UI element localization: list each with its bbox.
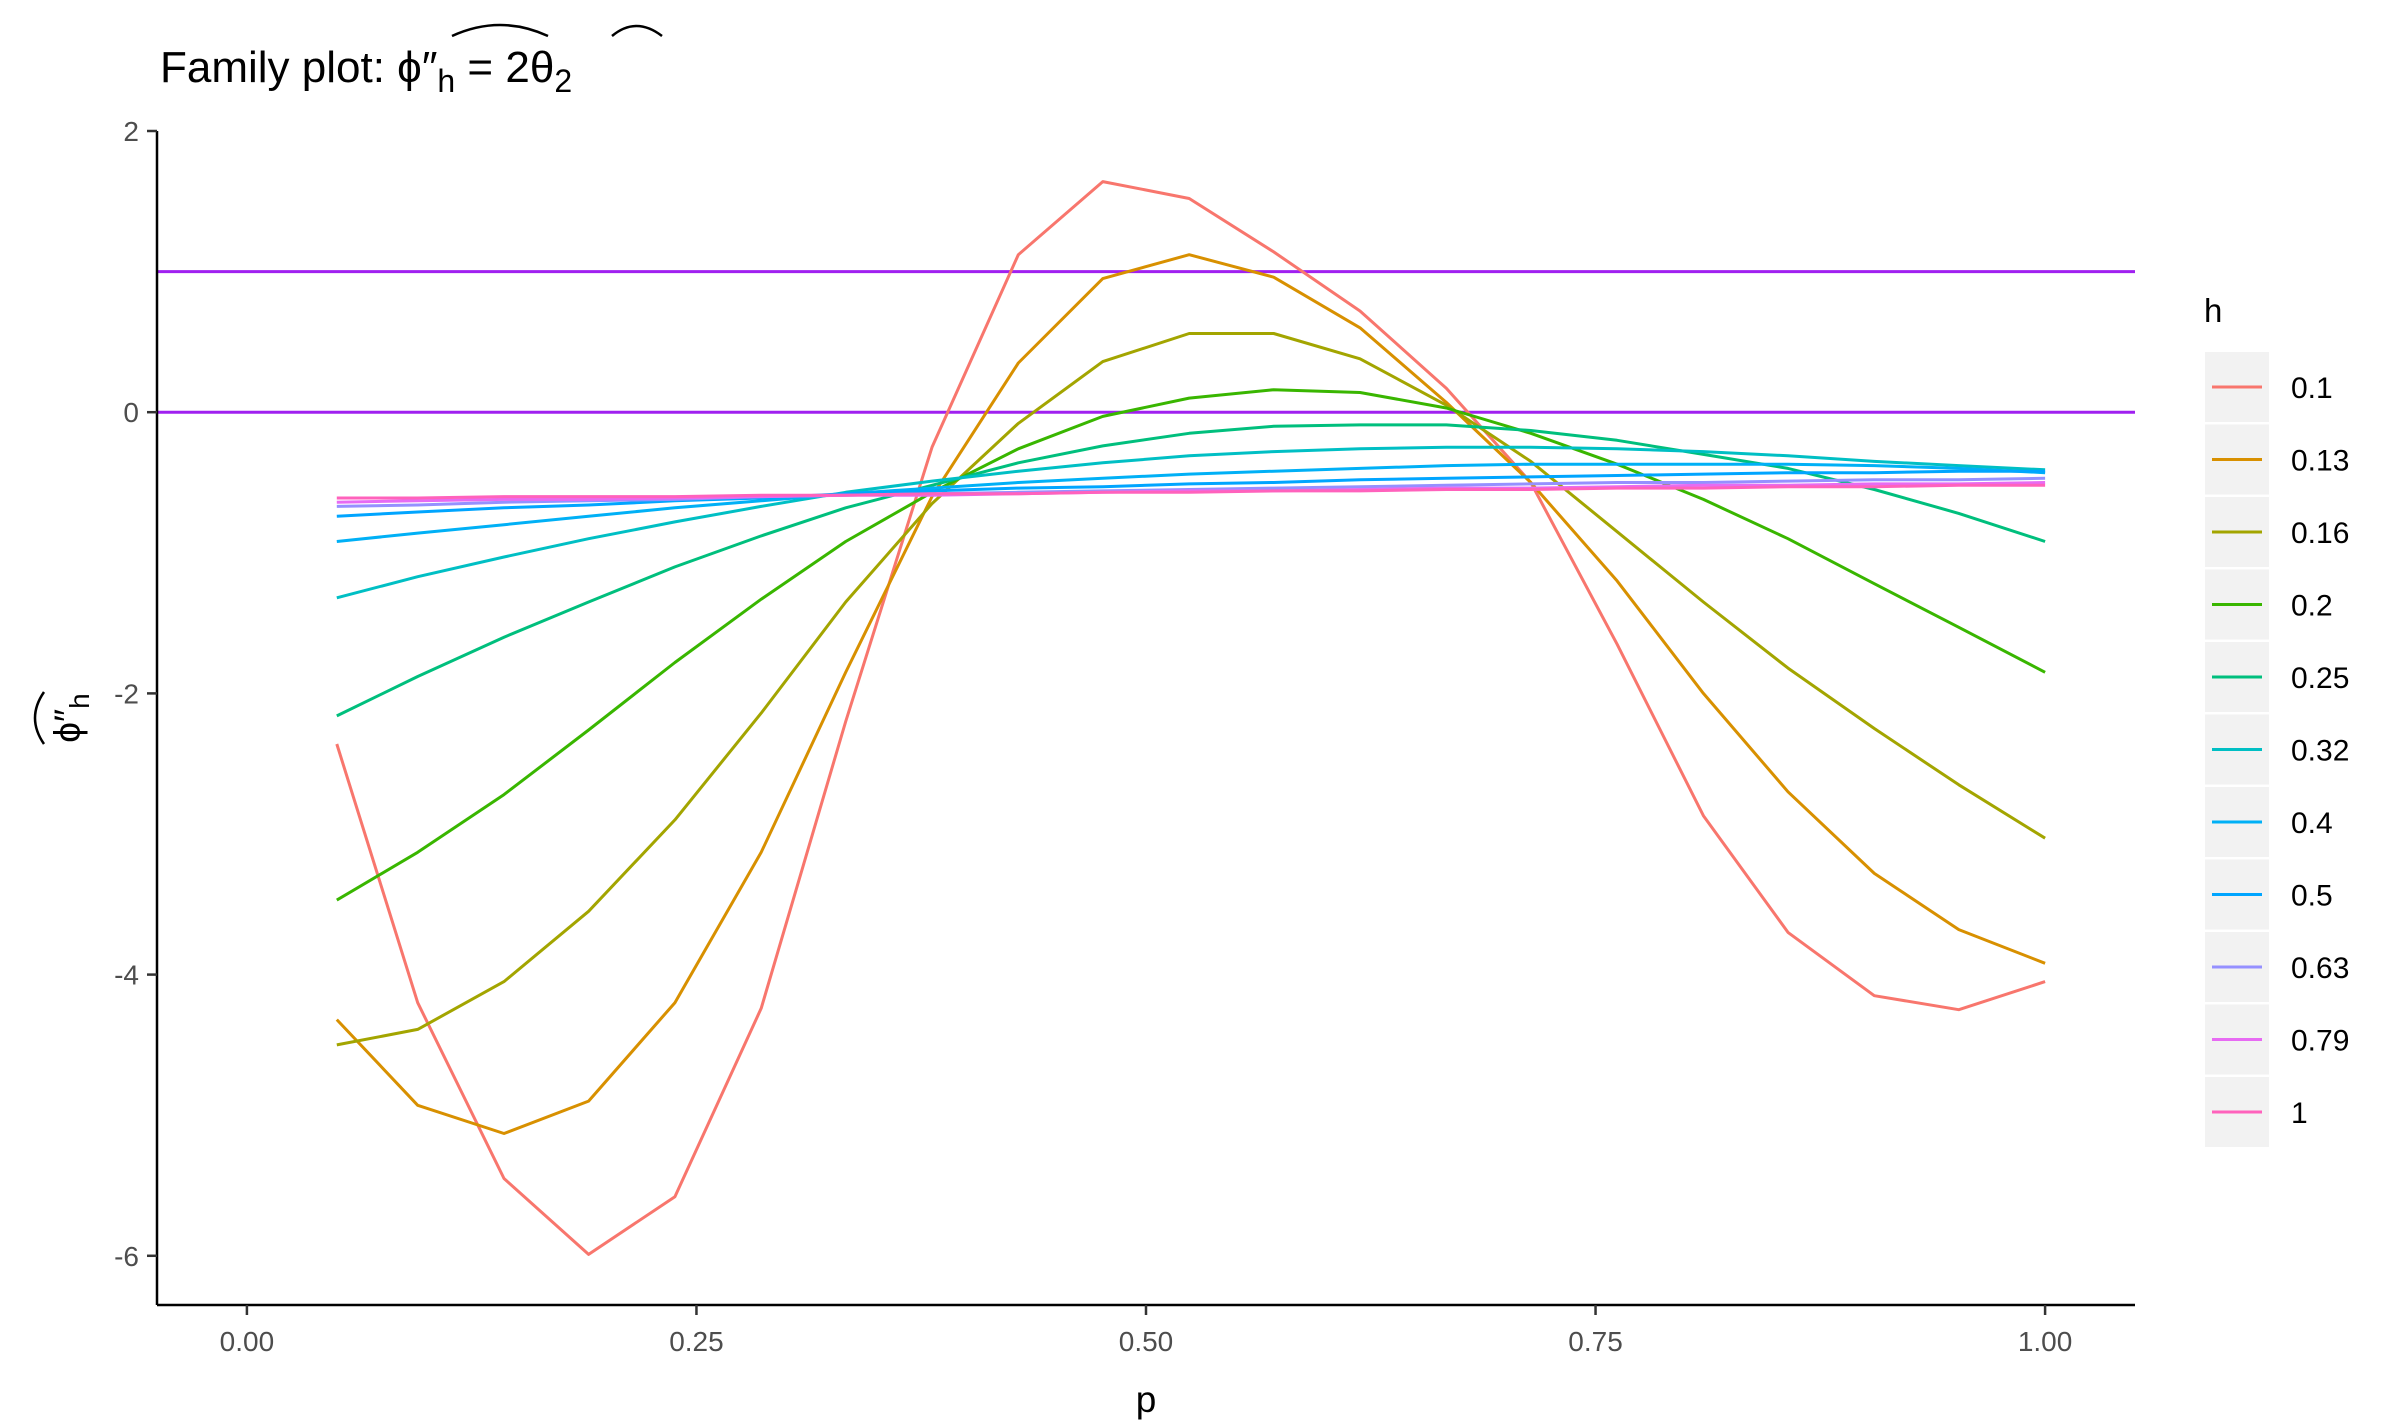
title-prefix: Family plot:	[160, 43, 397, 92]
legend-item-0.13: 0.13	[2205, 424, 2349, 495]
ylabel-hat	[33, 691, 46, 745]
legend-item-0.5: 0.5	[2205, 859, 2333, 930]
title-hat-theta	[611, 24, 663, 37]
legend-item-0.79: 0.79	[2205, 1004, 2349, 1075]
plot-panel: 2 0 -2 -4 -6 0.00 0.25 0.50 0.75 1.00	[114, 116, 2135, 1357]
series-line-0.25	[336, 423, 2046, 718]
legend-item-0.32: 0.32	[2205, 714, 2349, 785]
x-axis-ticks: 0.00 0.25 0.50 0.75 1.00	[220, 1305, 2073, 1357]
title-sub-h: h	[437, 63, 455, 99]
title-phi: ϕ	[397, 43, 422, 92]
title-theta: θ	[530, 43, 554, 92]
legend-item-0.63: 0.63	[2205, 932, 2349, 1002]
title-hat-phi	[451, 23, 549, 38]
ylabel-phi: ϕ	[47, 722, 88, 743]
legend-item-1: 1	[2205, 1077, 2308, 1147]
svg-text:ϕ″h: ϕ″h	[47, 693, 95, 742]
legend-label: 0.13	[2291, 445, 2349, 478]
svg-text:Family plot: ϕ″h = 2θ2: Family plot: ϕ″h = 2θ2	[160, 43, 572, 99]
reference-lines	[157, 270, 2135, 414]
series-line-0.2	[336, 388, 2046, 902]
legend-item-0.4: 0.4	[2205, 787, 2333, 857]
legend-label: 0.16	[2291, 517, 2349, 550]
series-line-0.1	[335, 180, 2046, 1256]
legend-label: 0.79	[2291, 1025, 2349, 1058]
ylabel-prime: ″	[47, 709, 88, 722]
y-tick-label: 0	[123, 397, 139, 428]
y-tick-label: -6	[114, 1241, 139, 1272]
title-two: 2	[505, 43, 529, 92]
legend-label: 0.25	[2291, 662, 2349, 695]
x-axis-title: p	[1136, 1379, 1157, 1420]
title-equals: =	[455, 43, 505, 92]
series-lines	[335, 180, 2046, 1256]
legend-label: 0.5	[2291, 880, 2333, 913]
x-tick-label: 0.75	[1568, 1326, 1623, 1357]
legend: h 0.1 0.13 0.16 0.2 0.25 0.32 0.4 0.5 0.63 0.79 1	[2204, 292, 2349, 1147]
legend-title: h	[2204, 292, 2222, 329]
series-line-0.4	[336, 462, 2046, 543]
x-tick-label: 0.50	[1119, 1326, 1174, 1357]
y-tick-label: -4	[114, 960, 139, 991]
legend-item-0.2: 0.2	[2205, 569, 2333, 640]
legend-label: 1	[2291, 1097, 2308, 1130]
x-tick-label: 0.00	[220, 1326, 275, 1357]
y-axis-ticks: 2 0 -2 -4 -6	[114, 116, 157, 1272]
series-line-0.16	[336, 332, 2046, 1047]
y-tick-label: -2	[114, 678, 139, 709]
ylabel-sub-h: h	[64, 693, 95, 709]
x-tick-label: 0.25	[669, 1326, 724, 1357]
series-line-0.13	[335, 253, 2046, 1135]
legend-item-0.1: 0.1	[2205, 352, 2333, 422]
series-line-1	[336, 483, 2046, 500]
title-sub-2: 2	[554, 63, 572, 99]
legend-item-0.16: 0.16	[2205, 497, 2349, 567]
legend-item-0.25: 0.25	[2205, 642, 2349, 712]
y-tick-label: 2	[123, 116, 139, 147]
legend-label: 0.32	[2291, 735, 2349, 768]
title-prime: ″	[422, 43, 438, 92]
legend-label: 0.2	[2291, 590, 2333, 623]
y-axis-title: ϕ″h	[33, 691, 95, 745]
series-line-0.5	[336, 469, 2046, 518]
legend-label: 0.1	[2291, 372, 2333, 405]
chart-title: Family plot: ϕ″h = 2θ2	[160, 23, 663, 99]
x-tick-label: 1.00	[2018, 1326, 2073, 1357]
legend-items: 0.1 0.13 0.16 0.2 0.25 0.32 0.4 0.5 0.63 0.79 1	[2205, 352, 2349, 1147]
series-line-0.32	[336, 445, 2046, 600]
legend-label: 0.4	[2291, 807, 2333, 840]
legend-label: 0.63	[2291, 952, 2349, 985]
